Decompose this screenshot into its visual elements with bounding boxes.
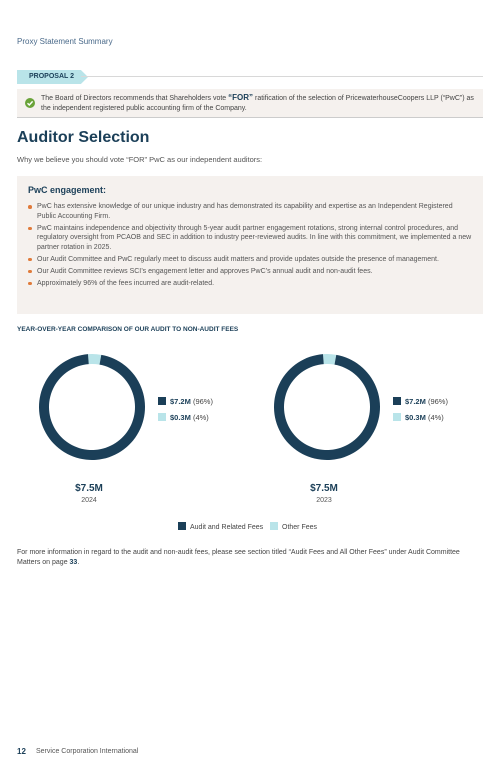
chart-2023-legend-other: $0.3M (4%) — [393, 413, 444, 422]
section-title: Auditor Selection — [17, 129, 150, 146]
check-circle-icon — [25, 98, 35, 108]
legend-other: Other Fees — [270, 522, 317, 531]
vote-for: “FOR” — [228, 93, 254, 102]
donut-slice-other — [87, 354, 102, 365]
donut-chart-2024 — [38, 354, 145, 460]
proposal-tag: PROPOSAL 2 — [17, 70, 88, 84]
chart-2024-legend-audit: $7.2M (96%) — [158, 397, 213, 406]
audit-swatch — [158, 397, 166, 405]
list-item: Our Audit Committee and PwC regularly me… — [28, 255, 472, 265]
recommendation-box: The Board of Directors recommends that S… — [17, 89, 483, 118]
chart-2023-total: $7.5M — [310, 483, 338, 494]
chart-2024-legend-other: $0.3M (4%) — [158, 413, 209, 422]
comparison-title: YEAR-OVER-YEAR COMPARISON OF OUR AUDIT T… — [17, 326, 239, 333]
donut-slice-audit — [38, 354, 145, 460]
other-swatch — [158, 413, 166, 421]
engagement-title: PwC engagement: — [28, 185, 107, 195]
fees-note: For more information in regard to the au… — [17, 549, 460, 566]
donut-chart-2023 — [274, 354, 380, 460]
chart-2024-total: $7.5M — [75, 483, 103, 494]
chart-2023-legend-audit: $7.2M (96%) — [393, 397, 448, 406]
donut-slice-audit — [274, 354, 380, 460]
list-item: Approximately 96% of the fees incurred a… — [28, 279, 472, 289]
section-intro: Why we believe you should vote “FOR” PwC… — [17, 155, 263, 164]
page-number: 12 — [17, 747, 26, 756]
chart-2024-year: 2024 — [81, 497, 97, 504]
page-reference: 33 — [69, 559, 78, 566]
legend-audit: Audit and Related Fees — [178, 522, 263, 531]
other-swatch — [393, 413, 401, 421]
audit-swatch — [393, 397, 401, 405]
list-item: PwC has extensive knowledge of our uniqu… — [28, 202, 472, 221]
donut-slice-other — [322, 354, 337, 365]
recommendation-text: The Board of Directors recommends that S… — [41, 93, 474, 112]
engagement-list: PwC has extensive knowledge of our uniqu… — [28, 202, 472, 291]
engagement-box: PwC engagement: PwC has extensive knowle… — [17, 176, 483, 314]
list-item: PwC maintains independence and objectivi… — [28, 224, 472, 253]
list-item: Our Audit Committee reviews SCI’s engage… — [28, 267, 472, 277]
proposal-bar: PROPOSAL 2 — [17, 70, 483, 84]
audit-swatch — [178, 522, 186, 530]
page-header: Proxy Statement Summary — [17, 37, 113, 46]
other-swatch — [270, 522, 278, 530]
divider — [81, 76, 483, 77]
chart-2023-year: 2023 — [316, 497, 332, 504]
footer-org: Service Corporation International — [36, 748, 139, 755]
